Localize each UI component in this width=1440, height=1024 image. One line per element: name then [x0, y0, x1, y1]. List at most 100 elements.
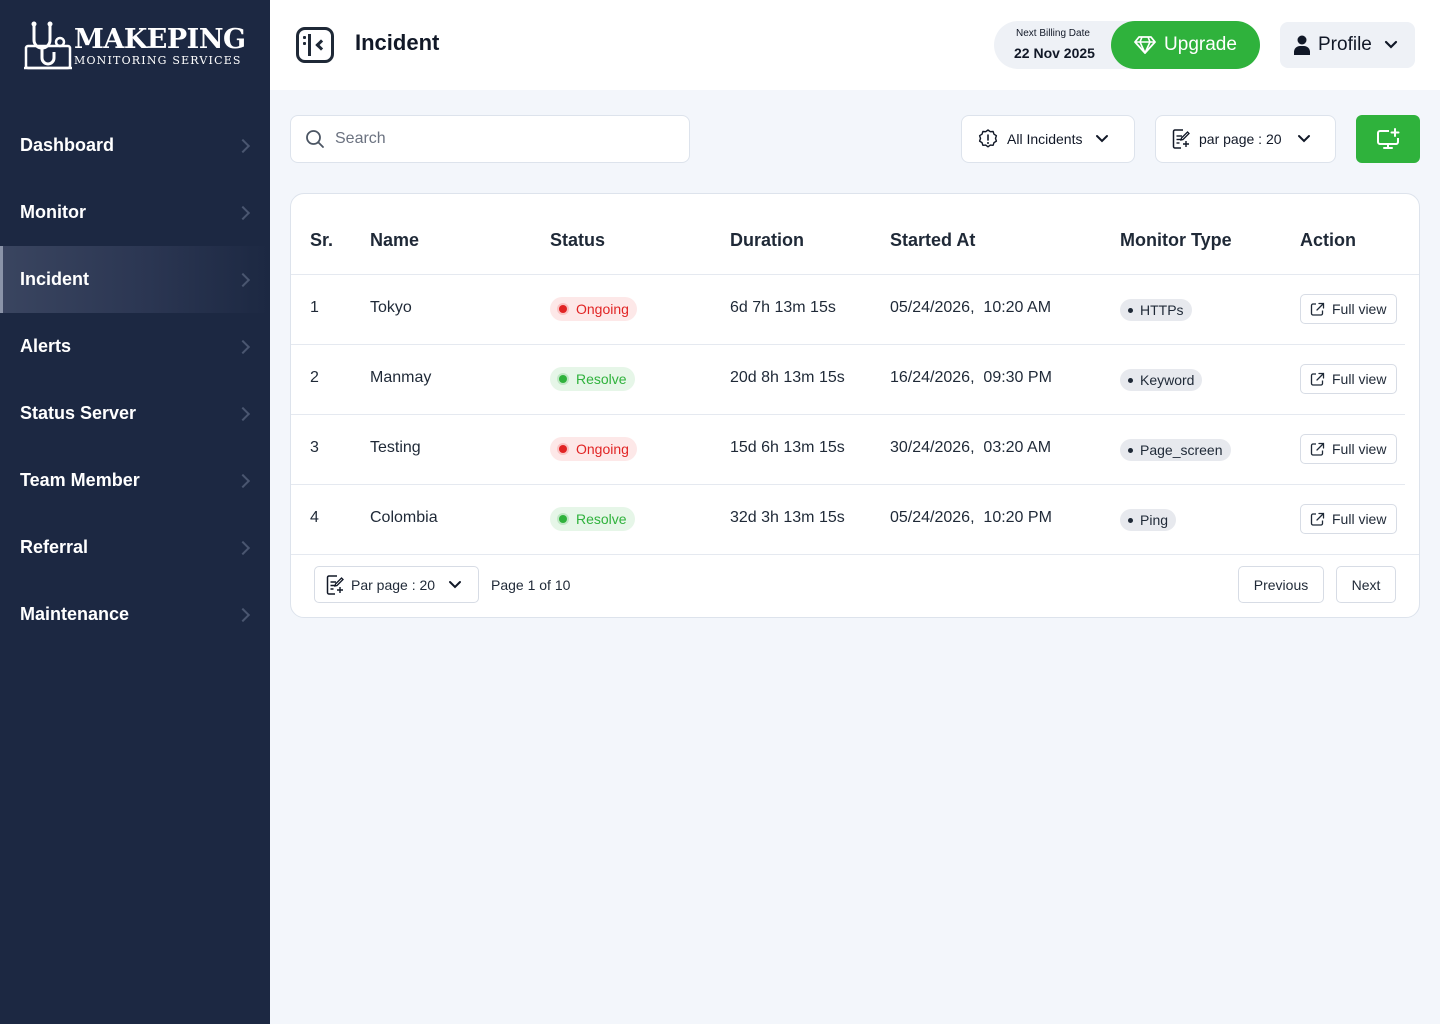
status-badge: Resolve [550, 367, 635, 391]
full-view-button[interactable]: Full view [1300, 294, 1397, 324]
full-view-button[interactable]: Full view [1300, 434, 1397, 464]
sidebar-item-label: Team Member [20, 470, 140, 490]
cell-sr: 1 [310, 299, 319, 316]
footer-perpage-dropdown[interactable]: Par page : 20 [314, 566, 479, 603]
external-link-icon [1310, 512, 1325, 526]
chevron-right-icon [235, 138, 251, 153]
perpage-dropdown[interactable]: par page : 20 [1155, 115, 1336, 163]
chevron-down-icon [1384, 40, 1397, 49]
top-header: Incident Next Billing Date 22 Nov 2025 U… [270, 0, 1440, 90]
cell-sr: 3 [310, 439, 319, 456]
status-badge: Resolve [550, 507, 635, 531]
sidebar-item-label: Status Server [20, 403, 137, 423]
add-monitor-button[interactable] [1356, 115, 1420, 163]
table-row: 2 Manmay Resolve 20d 8h 13m 15s 16/24/20… [291, 345, 1405, 415]
page-info: Page 1 of 10 [491, 577, 571, 593]
cell-name: Tokyo [370, 299, 412, 316]
perpage-label: par page : 20 [1199, 131, 1282, 147]
sidebar: MAKEPING MONITORING SERVICES Dashboard M… [0, 0, 270, 1024]
full-view-button[interactable]: Full view [1300, 504, 1397, 534]
footer-perpage-label: Par page : 20 [351, 576, 436, 593]
document-edit-icon [1172, 129, 1190, 149]
cell-started-at: 05/24/2026, 10:20 PM [890, 509, 1052, 526]
chevron-down-icon [449, 580, 462, 588]
upgrade-label: Upgrade [1164, 34, 1237, 55]
chevron-right-icon [235, 473, 251, 488]
next-button[interactable]: Next [1336, 566, 1396, 603]
cell-started-at: 30/24/2026, 03:20 AM [890, 439, 1052, 456]
pagination-bar: Par page : 20 Page 1 of 10 Previous Next [291, 555, 1419, 617]
cell-duration: 15d 6h 13m 15s [730, 439, 845, 456]
billing-label: Next Billing Date [1016, 28, 1090, 39]
table-row: 1 Tokyo Ongoing 6d 7h 13m 15s 05/24/2026… [291, 275, 1405, 345]
sidebar-toggle-icon[interactable] [296, 27, 334, 63]
cell-name: Colombia [370, 509, 438, 526]
cell-duration: 6d 7h 13m 15s [730, 299, 836, 316]
stethoscope-monitor-icon [24, 20, 72, 72]
column-header-name: Name [370, 230, 420, 250]
sidebar-item-alerts[interactable]: Alerts [0, 313, 270, 380]
profile-label: Profile [1318, 34, 1372, 55]
table-row: 4 Colombia Resolve 32d 3h 13m 15s 05/24/… [291, 485, 1419, 555]
table-header: Sr. Name Status Duration Started At Moni… [291, 194, 1419, 275]
column-header-sr: Sr. [310, 230, 334, 250]
previous-button[interactable]: Previous [1238, 566, 1324, 603]
chevron-right-icon [235, 406, 251, 421]
sidebar-item-referral[interactable]: Referral [0, 514, 270, 581]
brand-logo[interactable]: MAKEPING MONITORING SERVICES [24, 20, 248, 72]
chevron-right-icon [235, 205, 251, 220]
search-box [290, 115, 690, 163]
cell-started-at: 05/24/2026, 10:20 AM [890, 299, 1052, 316]
cell-started-at: 16/24/2026, 09:30 PM [890, 369, 1052, 386]
alert-badge-icon [978, 129, 998, 148]
cell-duration: 20d 8h 13m 15s [730, 369, 845, 386]
billing-date: 22 Nov 2025 [1014, 45, 1095, 61]
cell-duration: 32d 3h 13m 15s [730, 509, 845, 526]
brand-name: MAKEPING [74, 23, 246, 55]
sidebar-item-team-member[interactable]: Team Member [0, 447, 270, 514]
chevron-right-icon [235, 540, 251, 555]
profile-button[interactable]: Profile [1280, 22, 1415, 68]
chevron-right-icon [235, 272, 251, 287]
sidebar-item-label: Dashboard [20, 135, 115, 155]
upgrade-button[interactable]: Upgrade [1111, 21, 1260, 69]
sidebar-item-incident[interactable]: Incident [0, 246, 270, 313]
document-edit-icon [326, 574, 344, 595]
monitor-type-badge: Page_screen [1120, 439, 1231, 461]
incident-filter-label: All Incidents [1007, 131, 1083, 147]
sidebar-item-dashboard[interactable]: Dashboard [0, 112, 270, 179]
sidebar-item-label: Monitor [20, 202, 86, 222]
diamond-icon [1134, 36, 1156, 54]
sidebar-item-maintenance[interactable]: Maintenance [0, 581, 270, 648]
cell-sr: 4 [310, 509, 319, 526]
monitor-type-badge: HTTPs [1120, 299, 1192, 321]
status-badge: Ongoing [550, 297, 637, 321]
search-icon [306, 130, 324, 148]
status-badge: Ongoing [550, 437, 637, 461]
sidebar-item-label: Alerts [20, 336, 72, 356]
sidebar-item-monitor[interactable]: Monitor [0, 179, 270, 246]
external-link-icon [1310, 372, 1325, 386]
monitor-add-icon [1377, 128, 1400, 149]
sidebar-item-status-server[interactable]: Status Server [0, 380, 270, 447]
user-icon [1294, 35, 1310, 55]
incident-table-card: Sr. Name Status Duration Started At Moni… [290, 193, 1420, 618]
incident-filter-dropdown[interactable]: All Incidents [961, 115, 1135, 163]
cell-name: Manmay [370, 369, 432, 386]
chevron-down-icon [1297, 135, 1310, 143]
sidebar-nav: Dashboard Monitor Incident Alerts Status… [0, 112, 270, 648]
column-header-monitor-type: Monitor Type [1120, 230, 1232, 250]
external-link-icon [1310, 302, 1325, 316]
column-header-action: Action [1300, 230, 1356, 250]
column-header-started-at: Started At [890, 230, 976, 250]
sidebar-item-label: Incident [20, 269, 90, 289]
external-link-icon [1310, 442, 1325, 456]
sidebar-item-label: Referral [20, 537, 89, 557]
search-input[interactable] [335, 130, 655, 148]
column-header-status: Status [550, 230, 606, 250]
chevron-right-icon [235, 607, 251, 622]
monitor-type-badge: Ping [1120, 509, 1177, 531]
full-view-button[interactable]: Full view [1300, 364, 1397, 394]
column-header-duration: Duration [730, 230, 804, 250]
sidebar-item-label: Maintenance [20, 604, 130, 624]
